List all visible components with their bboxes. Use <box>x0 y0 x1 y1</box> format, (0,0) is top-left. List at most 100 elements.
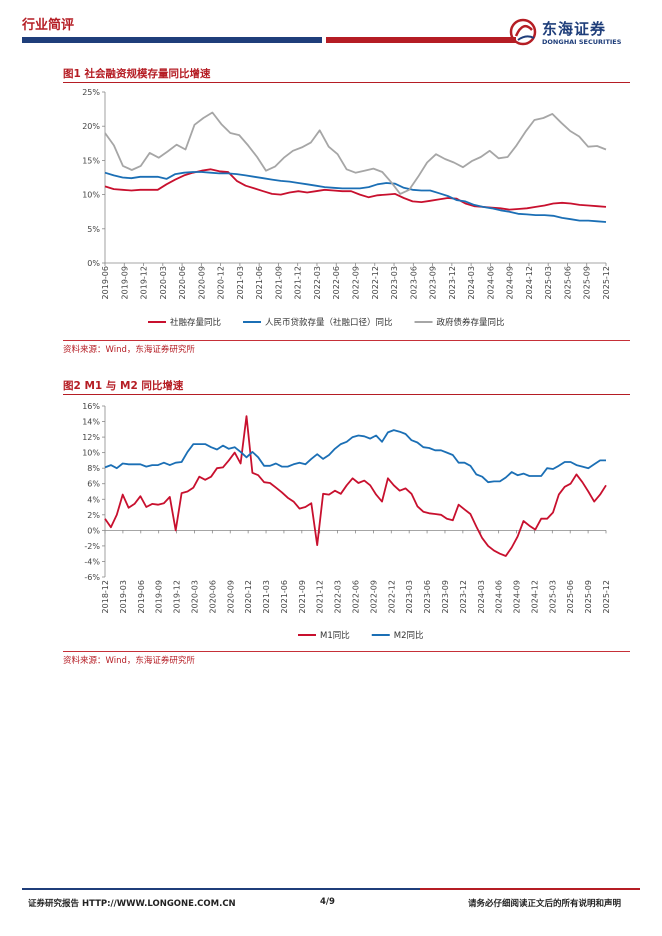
chart1: 0% 5% 10% 15% 20% 25% 2019-06 2019-09 2019-12 202… <box>82 88 611 328</box>
figure2-title: 图2 M1 与 M2 同比增速 <box>63 380 184 392</box>
footer-left: 证券研究报告 HTTP://WWW.LONGONE.COM.CN <box>28 899 236 909</box>
figure1-bottom-rule <box>63 340 630 341</box>
y-tick-label: 12% <box>82 433 100 442</box>
series-line-0 <box>104 168 607 211</box>
x-tick-label: 2019-06 <box>137 580 146 613</box>
series-line-2 <box>104 111 607 195</box>
x-tick-label: 2023-09 <box>429 266 438 299</box>
x-tick-label: 2025-12 <box>602 580 611 613</box>
y-tick-label: 25% <box>82 88 100 97</box>
x-tick-label: 2022-06 <box>352 580 361 613</box>
x-tick-label: 2022-12 <box>371 266 380 299</box>
x-tick-label: 2020-06 <box>208 580 217 613</box>
x-tick-label: 2022-12 <box>387 580 396 613</box>
x-tick-label: 2024-06 <box>495 580 504 613</box>
y-tick-label: 10% <box>82 449 100 458</box>
x-tick-label: 2020-03 <box>159 266 168 299</box>
figure2-source: 资料来源：Wind，东海证券研究所 <box>63 656 195 666</box>
y-tick-label: 15% <box>82 156 100 165</box>
x-tick-label: 2022-03 <box>334 580 343 613</box>
legend-label-2: 政府债券存量同比 <box>437 317 505 328</box>
y-tick-label: 4% <box>87 495 100 504</box>
x-tick-label: 2019-09 <box>120 266 129 299</box>
x-tick-label: 2020-09 <box>197 266 206 299</box>
legend: 社融存量同比 人民币贷款存量（社融口径）同比 政府债券存量同比 <box>148 317 505 328</box>
figure2-top-rule <box>63 394 630 395</box>
x-tick-label: 2023-12 <box>459 580 468 613</box>
x-tick-label: 2024-09 <box>513 580 522 613</box>
x-tick-label: 2022-03 <box>313 266 322 299</box>
footer-rule <box>22 888 640 890</box>
x-tick-label: 2025-06 <box>566 580 575 613</box>
section-title: 行业简评 <box>22 18 75 33</box>
x-tick-label: 2021-03 <box>236 266 245 299</box>
x-tick-label: 2020-09 <box>226 580 235 613</box>
legend-label-1: M2同比 <box>394 630 424 641</box>
x-tick-label: 2023-03 <box>405 580 414 613</box>
x-tick-label: 2019-12 <box>173 580 182 613</box>
x-tick-label: 2020-12 <box>217 266 226 299</box>
x-tick-label: 2023-06 <box>409 266 418 299</box>
figure2-bottom-rule <box>63 651 630 652</box>
y-tick-label: 2% <box>87 511 100 520</box>
series-line-1 <box>104 171 607 223</box>
x-tick-label: 2021-09 <box>298 580 307 613</box>
y-tick-label: 10% <box>82 191 100 200</box>
legend-label-0: 社融存量同比 <box>170 317 221 328</box>
x-tick-label: 2020-03 <box>190 580 199 613</box>
figure1-source: 资料来源：Wind，东海证券研究所 <box>63 345 195 355</box>
x-tick-label: 2021-12 <box>316 580 325 613</box>
x-tick-label: 2019-03 <box>119 580 128 613</box>
footer-rule-red <box>420 888 640 890</box>
x-tick-label: 2020-12 <box>244 580 253 613</box>
y-tick-label: 0% <box>87 526 100 535</box>
company-logo: 东海证券 DONGHAI SECURITIES <box>508 16 638 50</box>
series-line-1 <box>104 429 606 484</box>
x-tick-label: 2025-12 <box>602 266 611 299</box>
y-tick-label: 14% <box>82 418 100 427</box>
x-tick-label: 2024-09 <box>506 266 515 299</box>
x-tick-label: 2019-06 <box>101 266 110 299</box>
x-tick-label: 2021-03 <box>262 580 271 613</box>
legend-label-0: M1同比 <box>320 630 350 641</box>
x-tick-label: 2025-09 <box>583 266 592 299</box>
x-tick-label: 2022-06 <box>332 266 341 299</box>
y-tick-label: -4% <box>84 557 100 566</box>
x-tick-label: 2025-09 <box>584 580 593 613</box>
figure1-top-rule <box>63 82 630 83</box>
header-bar-red <box>326 37 516 43</box>
y-tick-label: 8% <box>87 464 100 473</box>
x-tick-label: 2019-12 <box>140 266 149 299</box>
series-line-0 <box>104 415 607 557</box>
x-tick-label: 2025-03 <box>544 266 553 299</box>
header-bar-blue <box>22 37 322 43</box>
y-tick-label: 0% <box>87 259 100 268</box>
y-tick-label: 20% <box>82 122 100 131</box>
legend: M1同比 M2同比 <box>298 630 424 641</box>
x-tick-label: 2021-09 <box>274 266 283 299</box>
y-tick-label: -2% <box>84 542 100 551</box>
x-tick-label: 2024-12 <box>525 266 534 299</box>
x-tick-label: 2025-03 <box>548 580 557 613</box>
legend-label-1: 人民币贷款存量（社融口径）同比 <box>265 317 393 328</box>
x-tick-label: 2019-09 <box>155 580 164 613</box>
x-tick-label: 2024-12 <box>530 580 539 613</box>
page-number: 4/9 <box>320 897 335 907</box>
y-tick-label: 6% <box>87 480 100 489</box>
x-tick-label: 2024-06 <box>486 266 495 299</box>
logo-mark-icon <box>509 18 537 46</box>
chart2: -6% -4% -2% 0% 2% 4% 6% 8% 10% 12% 14% 16% 2018-12 20… <box>82 402 611 641</box>
x-tick-label: 2025-06 <box>563 266 572 299</box>
y-tick-label: -6% <box>84 573 100 582</box>
x-tick-label: 2024-03 <box>477 580 486 613</box>
x-tick-label: 2023-03 <box>390 266 399 299</box>
x-tick-label: 2018-12 <box>101 580 110 613</box>
x-tick-label: 2021-06 <box>255 266 264 299</box>
x-tick-label: 2022-09 <box>352 266 361 299</box>
x-tick-label: 2023-12 <box>448 266 457 299</box>
logo-en: DONGHAI SECURITIES <box>542 38 622 46</box>
y-tick-label: 16% <box>82 402 100 411</box>
x-tick-label: 2023-06 <box>423 580 432 613</box>
x-tick-label: 2021-12 <box>294 266 303 299</box>
x-tick-label: 2022-09 <box>369 580 378 613</box>
